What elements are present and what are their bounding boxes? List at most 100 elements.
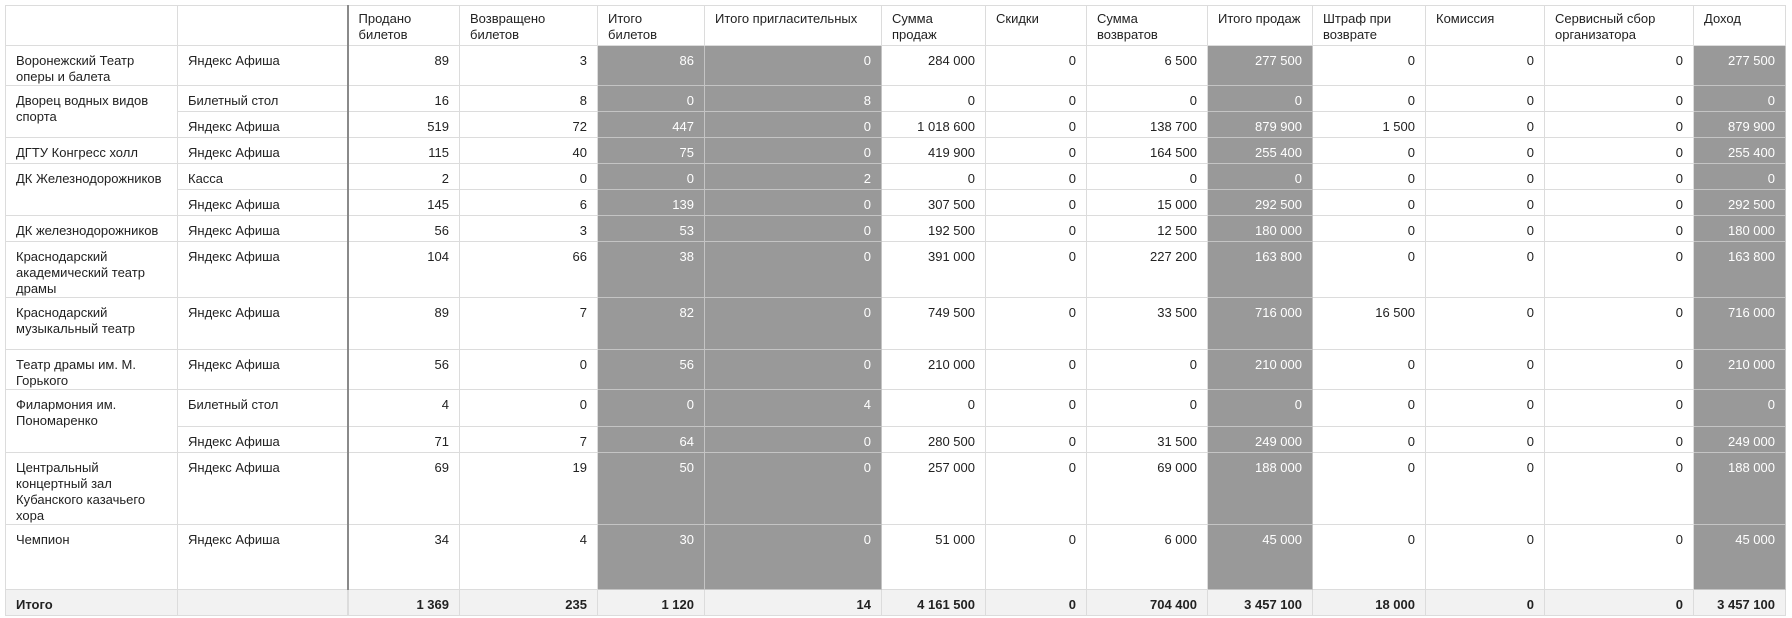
cell-total-sales: 255 400 <box>1207 137 1313 164</box>
cell-venue: ДК железнодорожников <box>5 215 178 242</box>
cell-service-fee: 0 <box>1544 426 1694 453</box>
table-row[interactable]: Центральный концертный зал Кубанского ка… <box>5 452 1786 525</box>
cell-sales-amount: 280 500 <box>881 426 986 453</box>
cell-commission: 0 <box>1425 349 1545 390</box>
cell-venue: Краснодарский музыкальный театр <box>5 297 178 350</box>
cell-sold: 1 369 <box>347 589 460 616</box>
cell-income: 163 800 <box>1693 241 1786 298</box>
cell-commission: 0 <box>1425 85 1545 112</box>
col-header-total-invitations[interactable]: Итого пригласительных <box>704 5 882 46</box>
cell-returns-amount: 0 <box>1086 389 1208 427</box>
table-row[interactable]: Филармония им. Пономаренко Билетный стол 4… <box>5 389 1786 453</box>
table-row[interactable]: Воронежский Театр оперы и балета Яндекс А… <box>5 45 1786 86</box>
cell-sold: 115 <box>347 137 460 164</box>
cell-returns-amount: 33 500 <box>1086 297 1208 350</box>
cell-venue: Чемпион <box>5 524 178 590</box>
cell-income: 249 000 <box>1693 426 1786 453</box>
cell-returned: 7 <box>459 297 598 350</box>
cell-return-penalty: 0 <box>1312 215 1426 242</box>
table-row[interactable]: ДГТУ Конгресс холл Яндекс Афиша 115 40 75 0 41… <box>5 137 1786 164</box>
cell-returns-amount: 0 <box>1086 85 1208 112</box>
col-header-income[interactable]: Доход <box>1693 5 1786 46</box>
col-header-venue[interactable] <box>5 5 178 46</box>
cell-return-penalty: 0 <box>1312 241 1426 298</box>
cell-channel: Яндекс Афиша <box>177 241 349 298</box>
table-row[interactable]: Дворец водных видов спорта Билетный стол 1… <box>5 85 1786 138</box>
cell-commission: 0 <box>1425 297 1545 350</box>
table-row[interactable]: ДК Железнодорожников Касса 2 0 0 2 0 0 0 0 0 0 0 0 <box>5 163 1786 216</box>
cell-returned: 3 <box>459 45 598 86</box>
table-row[interactable]: Чемпион Яндекс Афиша 34 4 30 0 51 000 0 6 000 45 … <box>5 524 1786 590</box>
table-row[interactable]: Яндекс Афиша 519 72 447 0 1 018 600 0 138 700 87… <box>6 111 1786 138</box>
cell-commission: 0 <box>1425 426 1545 453</box>
table-row[interactable]: Краснодарский академический театр драмы Я… <box>5 241 1786 298</box>
cell-sold: 104 <box>347 241 460 298</box>
cell-total-invitations: 0 <box>704 524 882 590</box>
cell-discounts: 0 <box>985 297 1087 350</box>
cell-service-fee: 0 <box>1544 452 1694 525</box>
cell-sales-amount: 307 500 <box>881 189 986 216</box>
cell-income: 3 457 100 <box>1693 589 1786 616</box>
cell-channel: Яндекс Афиша <box>177 452 349 525</box>
col-header-returned[interactable]: Возвращено билетов <box>459 5 598 46</box>
cell-return-penalty: 0 <box>1312 163 1426 190</box>
cell-channel: Яндекс Афиша <box>177 215 349 242</box>
cell-service-fee: 0 <box>1544 111 1694 138</box>
table-row[interactable]: Краснодарский музыкальный театр Яндекс Аф… <box>5 297 1786 350</box>
col-header-sold[interactable]: Продано билетов <box>347 5 460 46</box>
cell-total-tickets: 56 <box>597 349 705 390</box>
cell-service-fee: 0 <box>1544 297 1694 350</box>
table-row[interactable]: ДК железнодорожников Яндекс Афиша 56 3 53 0 19… <box>5 215 1786 242</box>
cell-total-sales: 716 000 <box>1207 297 1313 350</box>
cell-total-invitations: 14 <box>704 589 882 616</box>
cell-venue: Воронежский Театр оперы и балета <box>5 45 178 86</box>
cell-commission: 0 <box>1425 452 1545 525</box>
cell-commission: 0 <box>1425 45 1545 86</box>
cell-income: 292 500 <box>1693 189 1786 216</box>
cell-returns-amount: 6 000 <box>1086 524 1208 590</box>
sales-report-table: Продано билетов Возвращено билетов Итого… <box>5 5 1786 616</box>
cell-total-tickets: 30 <box>597 524 705 590</box>
cell-sold: 34 <box>347 524 460 590</box>
table-row[interactable]: Театр драмы им. М. Горького Яндекс Афиша 5… <box>5 349 1786 390</box>
cell-sales-amount: 1 018 600 <box>881 111 986 138</box>
cell-returned: 3 <box>459 215 598 242</box>
header-row: Продано билетов Возвращено билетов Итого… <box>5 5 1786 46</box>
cell-returned: 7 <box>459 426 598 453</box>
cell-total-sales: 277 500 <box>1207 45 1313 86</box>
cell-total-invitations: 2 <box>704 163 882 190</box>
cell-total-invitations: 0 <box>704 297 882 350</box>
cell-income: 255 400 <box>1693 137 1786 164</box>
cell-total-invitations: 8 <box>704 85 882 112</box>
col-header-service-fee[interactable]: Сервисный сбор организатора <box>1544 5 1694 46</box>
table-row[interactable]: Яндекс Афиша 145 6 139 0 307 500 0 15 000 292 50… <box>6 189 1786 216</box>
cell-return-penalty: 0 <box>1312 389 1426 427</box>
col-header-returns-amount[interactable]: Сумма возвратов <box>1086 5 1208 46</box>
cell-channel: Яндекс Афиша <box>177 45 349 86</box>
cell-income: 45 000 <box>1693 524 1786 590</box>
col-header-commission[interactable]: Комиссия <box>1425 5 1545 46</box>
cell-returned: 0 <box>459 349 598 390</box>
cell-sold: 89 <box>347 297 460 350</box>
cell-sales-amount: 391 000 <box>881 241 986 298</box>
cell-discounts: 0 <box>985 85 1087 112</box>
cell-returns-amount: 69 000 <box>1086 452 1208 525</box>
col-header-channel[interactable] <box>177 5 349 46</box>
col-header-total-sales[interactable]: Итого продаж <box>1207 5 1313 46</box>
cell-total-tickets: 86 <box>597 45 705 86</box>
col-header-total-tickets[interactable]: Итого билетов <box>597 5 705 46</box>
cell-venue: Дворец водных видов спорта <box>5 85 178 138</box>
col-header-return-penalty[interactable]: Штраф при возврате <box>1312 5 1426 46</box>
cell-returned: 66 <box>459 241 598 298</box>
table-row[interactable]: Яндекс Афиша 71 7 64 0 280 500 0 31 500 249 000 0… <box>6 426 1786 453</box>
col-header-sales-amount[interactable]: Сумма продаж <box>881 5 986 46</box>
cell-income: 716 000 <box>1693 297 1786 350</box>
report-table-container: Продано билетов Возвращено билетов Итого… <box>5 5 1786 616</box>
cell-discounts: 0 <box>985 189 1087 216</box>
cell-returns-amount: 15 000 <box>1086 189 1208 216</box>
cell-service-fee: 0 <box>1544 45 1694 86</box>
cell-service-fee: 0 <box>1544 189 1694 216</box>
col-header-discounts[interactable]: Скидки <box>985 5 1087 46</box>
cell-venue: Театр драмы им. М. Горького <box>5 349 178 390</box>
cell-sales-amount: 4 161 500 <box>881 589 986 616</box>
